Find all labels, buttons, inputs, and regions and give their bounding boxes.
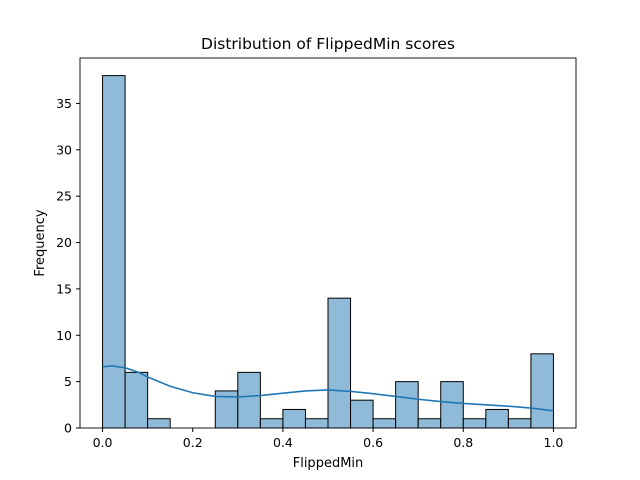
histogram-bar <box>259 418 284 429</box>
histogram-bar <box>440 381 464 429</box>
x-tick-label: 0.8 <box>453 435 473 450</box>
histogram-bar <box>417 418 442 429</box>
histogram-bar <box>395 381 419 429</box>
bars-group <box>102 75 554 429</box>
histogram-bar <box>282 408 306 429</box>
histogram-bar <box>485 408 509 429</box>
y-tick-label: 35 <box>56 96 72 111</box>
histogram-bar <box>304 418 329 429</box>
y-tick-label: 20 <box>56 235 72 250</box>
histogram-bar <box>530 353 554 429</box>
y-tick-label: 0 <box>64 421 72 436</box>
y-tick-label: 5 <box>64 374 72 389</box>
x-tick-label: 1.0 <box>544 435 564 450</box>
x-tick-label: 0.0 <box>93 435 113 450</box>
histogram-bar <box>124 371 149 429</box>
kde-curve <box>102 365 554 412</box>
histogram-bar <box>507 418 532 429</box>
y-axis-label: Frequency <box>33 209 48 276</box>
x-tick-label: 0.4 <box>273 435 293 450</box>
x-tick-label: 0.6 <box>363 435 383 450</box>
histogram-bar <box>462 418 487 429</box>
x-tick-label: 0.2 <box>183 435 203 450</box>
histogram-bar <box>147 418 171 429</box>
y-axis-ticks: 0 5 10 15 20 25 30 35 <box>56 96 80 436</box>
chart-title: Distribution of FlippedMin scores <box>201 35 455 53</box>
y-tick-label: 10 <box>56 328 72 343</box>
x-axis-ticks: 0.0 0.2 0.4 0.6 0.8 1.0 <box>93 428 564 450</box>
histogram-bar <box>102 75 126 429</box>
histogram-bar <box>372 418 397 429</box>
y-tick-label: 15 <box>56 281 72 296</box>
histogram-bar <box>237 371 261 429</box>
histogram-bar <box>350 399 374 429</box>
y-tick-label: 30 <box>56 142 72 157</box>
y-tick-label: 25 <box>56 189 72 204</box>
histogram-bar <box>327 297 352 429</box>
x-axis-label: FlippedMin <box>293 456 364 471</box>
